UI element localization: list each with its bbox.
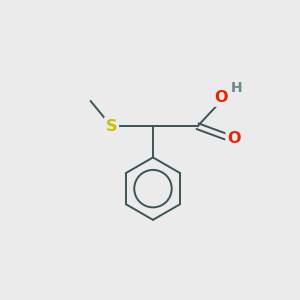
- Text: S: S: [106, 119, 117, 134]
- Text: H: H: [231, 81, 243, 94]
- Text: O: O: [214, 90, 228, 105]
- Text: O: O: [227, 130, 241, 146]
